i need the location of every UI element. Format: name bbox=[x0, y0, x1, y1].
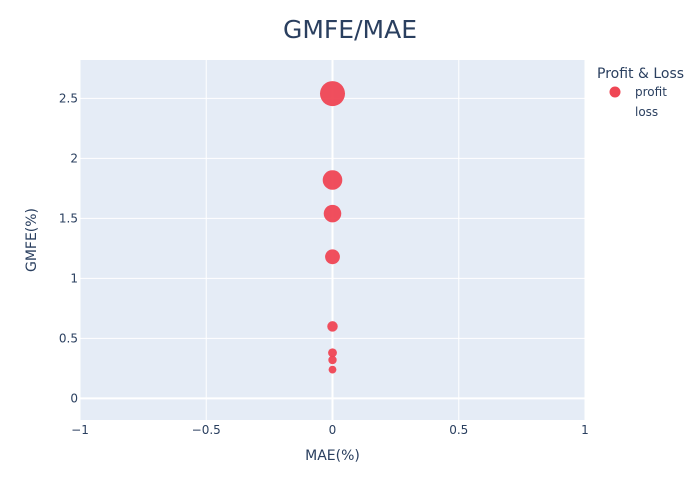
y-axis-ticks: 0 0.5 1 1.5 2 2.5 bbox=[59, 91, 78, 405]
legend-item-profit[interactable]: profit bbox=[609, 85, 668, 99]
x-axis-label: MAE(%) bbox=[305, 448, 360, 464]
legend: Profit & Loss profit loss bbox=[597, 66, 684, 119]
chart-title: GMFE/MAE bbox=[283, 15, 417, 44]
data-point-profit[interactable] bbox=[328, 365, 337, 374]
data-point-profit[interactable] bbox=[327, 321, 338, 332]
data-point-profit[interactable] bbox=[320, 81, 345, 107]
y-tick-label: 2.5 bbox=[59, 91, 78, 105]
y-tick-label: 0 bbox=[70, 391, 78, 405]
legend-label-profit: profit bbox=[635, 85, 667, 99]
x-tick-label: −0.5 bbox=[192, 423, 221, 437]
y-tick-label: 1.5 bbox=[59, 211, 78, 225]
y-axis-label: GMFE(%) bbox=[24, 208, 40, 272]
data-point-profit[interactable] bbox=[325, 249, 340, 265]
data-point-profit[interactable] bbox=[322, 170, 343, 190]
legend-item-loss[interactable]: loss bbox=[635, 105, 658, 119]
x-tick-label: 1 bbox=[581, 423, 589, 437]
legend-title: Profit & Loss bbox=[597, 66, 684, 82]
data-point-profit[interactable] bbox=[328, 348, 337, 358]
data-points bbox=[320, 81, 345, 374]
data-point-profit[interactable] bbox=[328, 355, 337, 365]
x-tick-label: −1 bbox=[71, 423, 89, 437]
y-tick-label: 0.5 bbox=[59, 331, 78, 345]
y-tick-label: 1 bbox=[70, 271, 78, 285]
data-point-profit[interactable] bbox=[323, 204, 342, 223]
y-tick-label: 2 bbox=[70, 151, 78, 165]
x-tick-label: 0 bbox=[329, 423, 337, 437]
x-axis-ticks: −1 −0.5 0 0.5 1 bbox=[71, 423, 589, 437]
legend-label-loss: loss bbox=[635, 105, 658, 119]
x-tick-label: 0.5 bbox=[449, 423, 468, 437]
legend-marker-profit bbox=[609, 86, 621, 98]
